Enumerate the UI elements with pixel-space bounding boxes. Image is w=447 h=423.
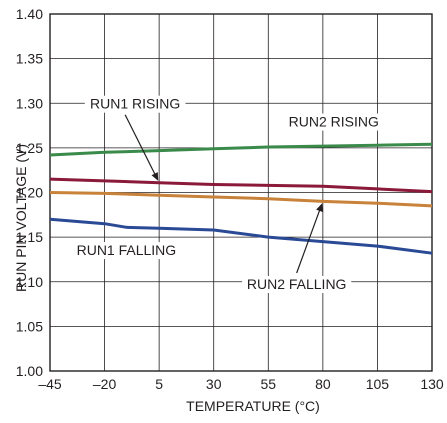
x-tick-label: –20 [93, 376, 117, 392]
y-tick-label: 1.25 [16, 140, 43, 156]
y-tick-label: 1.05 [16, 318, 43, 334]
series-line-run1-falling [49, 217, 433, 255]
annotation-arrow-head [316, 203, 323, 213]
y-tick-label: 1.20 [16, 185, 43, 201]
y-tick-label: 1.35 [16, 51, 43, 67]
series-line-run1-rising [49, 177, 433, 194]
y-tick-label: 1.40 [16, 6, 43, 22]
annotation-arrow-line [124, 114, 157, 176]
annotation-background [84, 95, 186, 113]
annotation-label: RUN1 RISING [90, 96, 180, 112]
y-axis-title: RUN PIN VOLTAGE (V) [13, 144, 29, 292]
x-tick-label: –45 [38, 376, 62, 392]
annotation-run2-falling: RUN2 FALLING [242, 203, 352, 293]
y-tick-label: 1.00 [16, 363, 43, 379]
annotation-background [242, 275, 352, 293]
annotation-arrow-line [296, 208, 321, 274]
annotation-run1-falling: RUN1 FALLING [71, 242, 181, 260]
annotation-run2-rising: RUN2 RISING [283, 113, 385, 131]
x-tick-label: 105 [366, 376, 390, 392]
x-tick-label: 80 [315, 376, 331, 392]
series-line-run2-rising [49, 142, 433, 157]
x-tick-label: 130 [420, 376, 444, 392]
annotation-label: RUN2 FALLING [247, 276, 347, 292]
y-tick-label: 1.30 [16, 95, 43, 111]
annotation-run1-rising: RUN1 RISING [84, 95, 186, 181]
annotation-background [71, 242, 181, 260]
series-layer [49, 142, 433, 255]
x-axis-title: TEMPERATURE (°C) [186, 398, 320, 414]
annotation-background [283, 113, 385, 131]
x-tick-label: 55 [260, 376, 276, 392]
annotation-label: RUN2 RISING [289, 114, 379, 130]
y-tick-label: 1.10 [16, 274, 43, 290]
series-line-run2-falling [49, 191, 433, 208]
annotation-arrow-head [151, 172, 159, 181]
x-tick-label: 5 [155, 376, 163, 392]
annotation-label: RUN1 FALLING [77, 242, 177, 258]
x-tick-label: 30 [206, 376, 222, 392]
tick-label-layer: –45 –20 5 30 55 80 105 130 1.00 1.05 1.10 1.15 1.20 1… [16, 6, 444, 392]
y-tick-label: 1.15 [16, 229, 43, 245]
annotation-layer: RUN1 RISING RUN2 RISING RUN1 FALLING RUN2 F… [71, 95, 385, 293]
